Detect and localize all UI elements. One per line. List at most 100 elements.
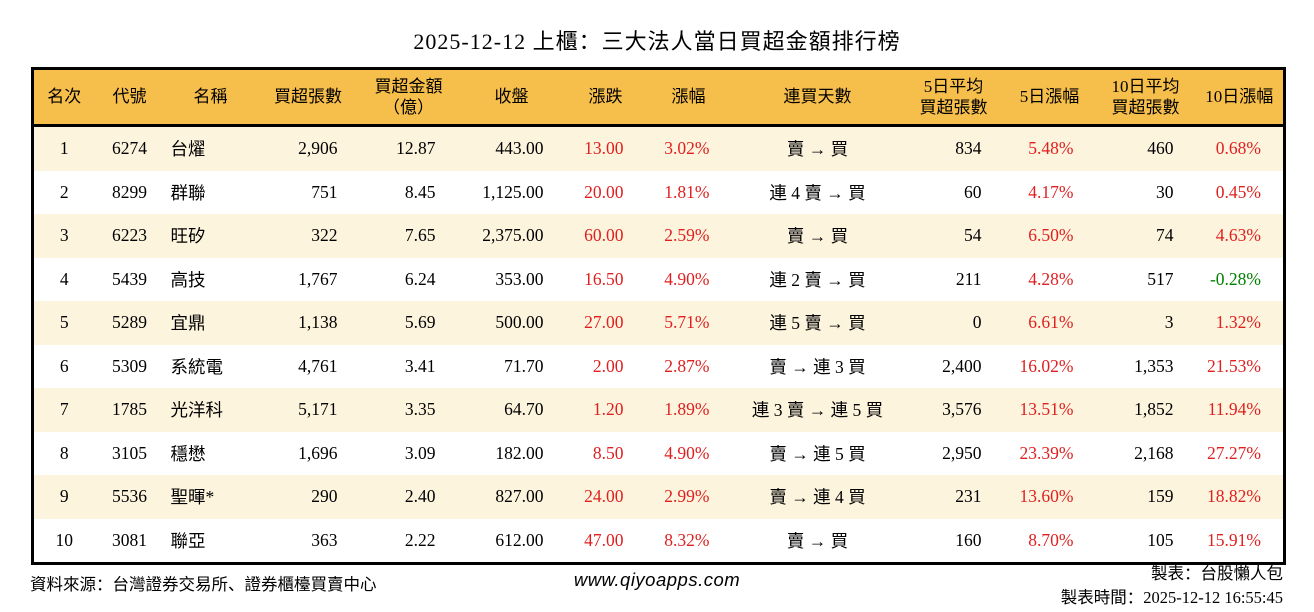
cell-rank: 10 [55, 529, 74, 550]
col-header-buy-streak: 連買天數 [731, 68, 904, 127]
cell-name: 旺矽 [170, 226, 206, 247]
cell-net-buy-amount: 3.35 [404, 399, 436, 420]
cell-avg5-shares: 160 [955, 529, 982, 550]
cell-avg10-shares: 3 [1164, 312, 1174, 333]
col-header-close: 收盤 [457, 68, 566, 127]
col-header-change-pct: 漲幅 [645, 68, 732, 127]
cell-buy-streak: 連 4 賣 → 買 [769, 182, 866, 203]
cell-pct10: 15.91% [1207, 529, 1261, 550]
cell-net-buy-shares: 4,761 [298, 355, 338, 376]
cell-change: 1.20 [592, 399, 624, 420]
cell-net-buy-amount: 5.69 [404, 312, 436, 333]
cell-pct10: 21.53% [1207, 355, 1261, 376]
cell-buy-streak: 連 3 賣 → 連 5 買 [751, 400, 884, 421]
cell-buy-streak: 賣 → 買 [786, 530, 849, 551]
cell-pct10: 1.32% [1215, 312, 1261, 333]
col-header-net-buy-amount: 買超金額 （億） [359, 68, 458, 127]
cell-change: 16.50 [584, 268, 624, 289]
cell-pct10: 4.63% [1215, 225, 1261, 246]
cell-name: 高技 [170, 269, 206, 290]
cell-pct5: 4.17% [1028, 181, 1074, 202]
cell-avg10-shares: 460 [1147, 138, 1174, 159]
cell-change-pct: 1.89% [664, 399, 710, 420]
header-row: 名次 代號 名稱 買超張數 買超金額 （億） 收盤 漲跌 漲幅 連買天數 5日平均 買超張數 5日漲… [32, 68, 1285, 127]
data-source-note: 資料來源：台灣證券交易所、證券櫃檯買賣中心 [30, 575, 377, 594]
cell-rank: 4 [59, 268, 69, 289]
cell-code: 3081 [112, 529, 147, 550]
cell-buy-streak: 賣 → 買 [786, 226, 849, 247]
ranking-table: 名次 代號 名稱 買超張數 買超金額 （億） 收盤 漲跌 漲幅 連買天數 5日平均 買超張數 5日漲… [31, 67, 1286, 565]
col-header-name: 名稱 [164, 68, 257, 127]
table-row: 5 5289 宜鼎 1,138 5.69 500.00 27.00 5.71% 連 5 賣 → … [32, 301, 1285, 345]
col-header-avg10-shares: 10日平均 買超張數 [1095, 68, 1196, 127]
cell-net-buy-shares: 1,696 [298, 442, 338, 463]
cell-name: 系統電 [170, 356, 224, 377]
cell-pct5: 6.50% [1028, 225, 1074, 246]
cell-code: 6223 [112, 225, 147, 246]
cell-name: 宜鼎 [170, 313, 206, 334]
cell-code: 8299 [112, 181, 147, 202]
cell-change: 60.00 [584, 225, 624, 246]
cell-net-buy-amount: 2.22 [404, 529, 436, 550]
cell-avg10-shares: 74 [1156, 225, 1174, 246]
cell-net-buy-amount: 12.87 [396, 138, 436, 159]
cell-name: 台燿 [170, 139, 206, 160]
cell-change-pct: 3.02% [664, 138, 710, 159]
cell-rank: 7 [59, 399, 69, 420]
table-row: 10 3081 聯亞 363 2.22 612.00 47.00 8.32% 賣 → 買 160 8… [32, 518, 1285, 564]
cell-code: 3105 [112, 442, 147, 463]
cell-net-buy-shares: 5,171 [298, 399, 338, 420]
cell-change: 13.00 [584, 138, 624, 159]
cell-pct5: 5.48% [1028, 138, 1074, 159]
cell-avg5-shares: 60 [964, 181, 982, 202]
cell-close: 2,375.00 [482, 225, 544, 246]
cell-pct5: 4.28% [1028, 268, 1074, 289]
cell-net-buy-amount: 2.40 [404, 486, 436, 507]
generated-time-label: 製表時間：2025-12-12 16:55:45 [1060, 588, 1283, 607]
cell-change-pct: 2.59% [664, 225, 710, 246]
cell-rank: 6 [59, 355, 69, 376]
maker-label: 製表：台股懶人包 [1151, 564, 1283, 583]
cell-avg10-shares: 2,168 [1134, 442, 1174, 463]
cell-pct10: 0.45% [1215, 181, 1261, 202]
table-row: 7 1785 光洋科 5,171 3.35 64.70 1.20 1.89% 連 3 賣 → 連… [32, 388, 1285, 432]
cell-code: 5289 [112, 312, 147, 333]
cell-name: 群聯 [170, 182, 206, 203]
table-row: 3 6223 旺矽 322 7.65 2,375.00 60.00 2.59% 賣 → 買 54 6… [32, 214, 1285, 258]
cell-change: 24.00 [584, 486, 624, 507]
cell-pct10: -0.28% [1209, 268, 1261, 289]
cell-avg10-shares: 1,852 [1134, 399, 1174, 420]
cell-net-buy-amount: 3.09 [404, 442, 436, 463]
cell-buy-streak: 連 2 賣 → 買 [769, 269, 866, 290]
cell-name: 聯亞 [170, 530, 206, 551]
cell-pct5: 6.61% [1028, 312, 1074, 333]
cell-net-buy-shares: 1,138 [298, 312, 338, 333]
cell-net-buy-amount: 6.24 [404, 268, 436, 289]
col-header-code: 代號 [94, 68, 165, 127]
cell-rank: 2 [59, 181, 69, 202]
cell-code: 5439 [112, 268, 147, 289]
cell-net-buy-shares: 322 [311, 225, 338, 246]
cell-close: 182.00 [495, 442, 544, 463]
cell-change-pct: 4.90% [664, 442, 710, 463]
cell-avg5-shares: 231 [955, 486, 982, 507]
cell-avg5-shares: 834 [955, 138, 982, 159]
cell-close: 353.00 [495, 268, 544, 289]
cell-change-pct: 2.87% [664, 355, 710, 376]
cell-net-buy-shares: 290 [311, 486, 338, 507]
cell-avg10-shares: 30 [1156, 181, 1174, 202]
cell-close: 443.00 [495, 138, 544, 159]
table-header: 名次 代號 名稱 買超張數 買超金額 （億） 收盤 漲跌 漲幅 連買天數 5日平均 買超張數 5日漲… [32, 68, 1285, 127]
col-header-pct5: 5日漲幅 [1003, 68, 1096, 127]
cell-avg5-shares: 2,950 [942, 442, 982, 463]
cell-net-buy-shares: 363 [311, 529, 338, 550]
cell-net-buy-shares: 751 [311, 181, 338, 202]
cell-rank: 5 [59, 312, 69, 333]
cell-change: 27.00 [584, 312, 624, 333]
cell-avg5-shares: 3,576 [942, 399, 982, 420]
cell-buy-streak: 賣 → 買 [786, 139, 849, 160]
cell-change-pct: 4.90% [664, 268, 710, 289]
cell-close: 1,125.00 [482, 181, 544, 202]
cell-close: 612.00 [495, 529, 544, 550]
cell-net-buy-amount: 3.41 [404, 355, 436, 376]
